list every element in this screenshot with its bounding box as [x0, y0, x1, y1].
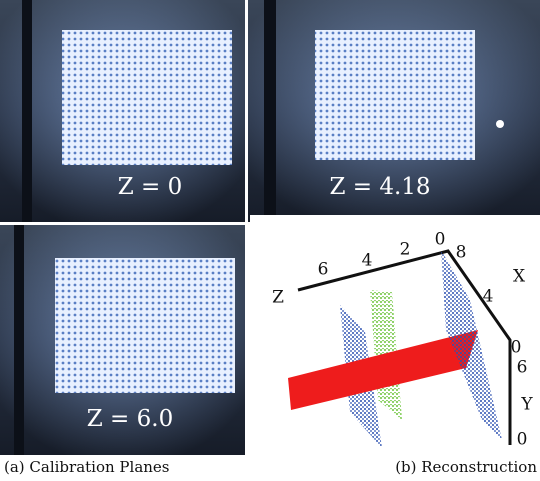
photo-panel: Z = 6.0: [0, 225, 245, 455]
axis-label: Z: [272, 288, 284, 308]
tick-label: 4: [362, 251, 373, 271]
figure: Z = 0 Z = 4.18 Z = 6.0 Z6420X840Y60 (a) …: [0, 0, 540, 481]
caption: (a) Calibration Planes: [4, 458, 170, 476]
axis-label: X: [513, 267, 526, 287]
photo-panel: Z = 4.18: [248, 0, 540, 222]
tick-label: 6: [318, 260, 329, 280]
photo-label: Z = 4.18: [329, 174, 430, 200]
tick-label: 6: [517, 358, 528, 378]
tick-label: 8: [456, 243, 467, 263]
tick-label: 0: [517, 430, 528, 450]
axis-label: Y: [520, 395, 533, 415]
tick-label: 0: [511, 338, 522, 358]
tick-label: 0: [435, 230, 446, 250]
tick-label: 2: [400, 240, 411, 260]
caption: (b) Reconstruction: [395, 458, 537, 476]
photo-label: Z = 6.0: [87, 406, 173, 432]
tick-label: 4: [483, 287, 494, 307]
photo-panel: Z = 0: [0, 0, 245, 222]
photo-label: Z = 0: [118, 174, 183, 200]
